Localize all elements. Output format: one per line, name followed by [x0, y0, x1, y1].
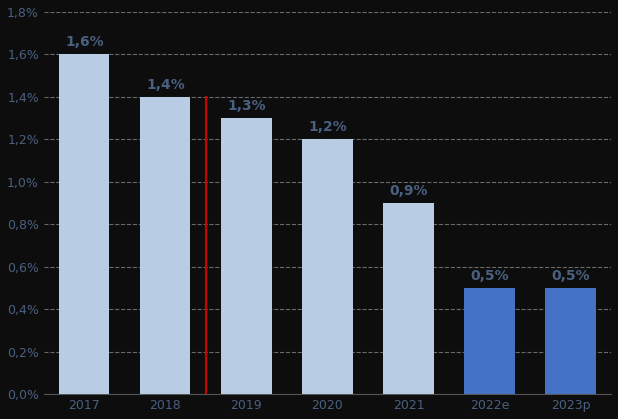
Text: 1,6%: 1,6%: [65, 35, 104, 49]
Text: 1,3%: 1,3%: [227, 99, 266, 113]
Text: 1,4%: 1,4%: [146, 78, 185, 92]
Text: 0,5%: 0,5%: [551, 269, 590, 283]
Text: 0,5%: 0,5%: [470, 269, 509, 283]
Text: 1,2%: 1,2%: [308, 120, 347, 134]
Bar: [302, 140, 352, 394]
Bar: [464, 288, 515, 394]
Bar: [546, 288, 596, 394]
Text: 0,9%: 0,9%: [389, 184, 428, 198]
Bar: [383, 203, 434, 394]
Bar: [59, 54, 109, 394]
Bar: [140, 97, 190, 394]
Bar: [221, 118, 271, 394]
